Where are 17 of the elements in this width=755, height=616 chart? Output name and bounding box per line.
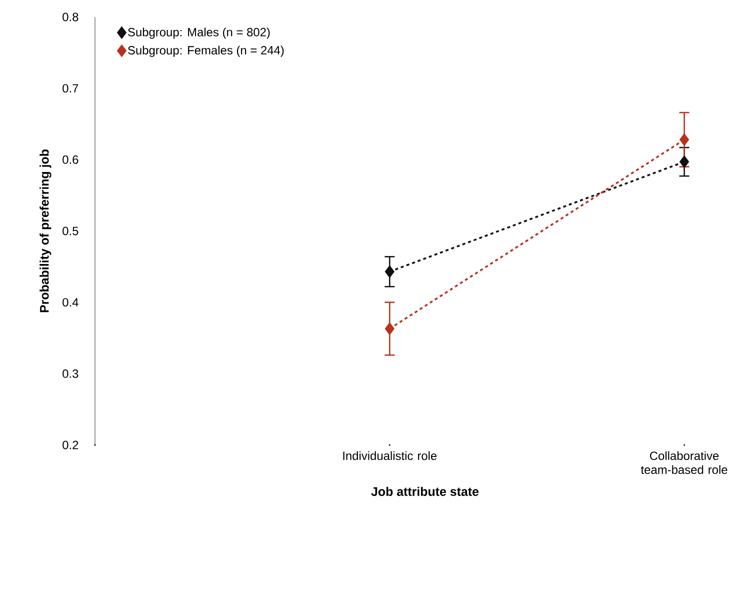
point xyxy=(385,322,394,335)
y-tick-label: 0.3 xyxy=(62,369,78,378)
point xyxy=(680,156,689,168)
y-tick-label: 0.4 xyxy=(62,298,78,307)
x-axis-title: Job attribute state xyxy=(371,486,479,496)
x-tick-label: Individualistic role xyxy=(343,451,437,460)
legend-label: Subgroup: Females (n = 244) xyxy=(128,46,284,57)
point xyxy=(680,134,689,146)
point xyxy=(385,266,394,278)
y-tick-label: 0.6 xyxy=(62,155,78,164)
y-tick-label: 0.7 xyxy=(62,84,78,93)
y-axis-title: Probability of preferring job xyxy=(40,150,52,312)
legend-label: Subgroup: Males (n = 802) xyxy=(128,28,270,39)
y-tick-label: 0.8 xyxy=(62,12,78,22)
x-tick-label: Collaborative team-based role xyxy=(640,451,728,474)
y-tick-label: 0.5 xyxy=(62,226,78,236)
y-tick-label: 0.2 xyxy=(62,440,78,450)
